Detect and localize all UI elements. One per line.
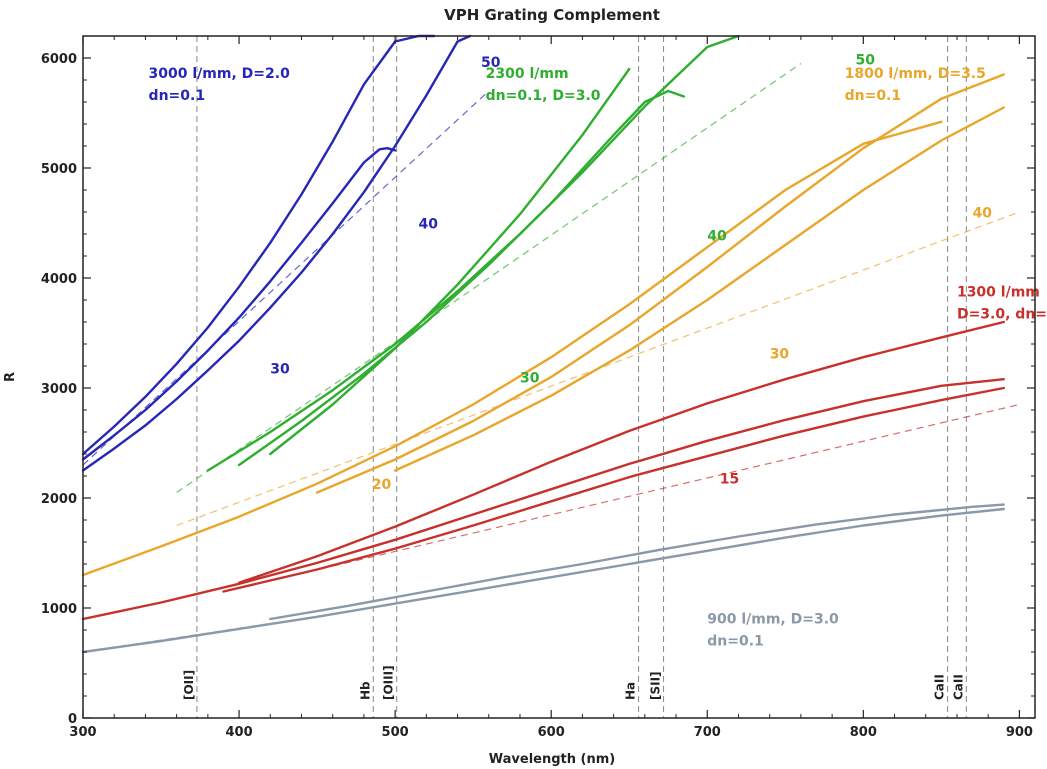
angle-label: 20 <box>372 477 392 493</box>
angle-label: 30 <box>770 346 790 362</box>
x-tick-label: 500 <box>382 725 409 740</box>
angle-label: 30 <box>270 362 290 378</box>
y-tick-label: 0 <box>68 712 77 727</box>
grating-contour-line <box>393 106 1005 472</box>
angle-label: 30 <box>520 371 540 387</box>
angle-label: 40 <box>419 217 439 233</box>
y-tick-label: 2000 <box>41 492 77 507</box>
grating-contour-line <box>81 34 472 472</box>
grating-label-line: dn=0.1 <box>845 88 902 104</box>
grating-contour-line <box>315 73 1005 494</box>
grating-contour-line <box>237 89 686 467</box>
angle-label: 40 <box>707 229 727 245</box>
angle-label: 40 <box>973 206 993 222</box>
dashed-guide-line <box>82 90 490 466</box>
axis-ticks: 300 400 500 600 700 800 900 0 1000 2000 3000 4000 50… <box>41 35 1035 740</box>
grating-label-line: 1300 l/mm <box>957 285 1040 301</box>
reference-line-label: CaII <box>951 674 965 700</box>
grating-label-line: dn=0.1, D=3.0 <box>486 88 601 104</box>
y-tick-label: 6000 <box>41 52 77 67</box>
grating-contour-line <box>81 146 397 461</box>
grating-contour-line <box>237 320 1005 584</box>
y-tick-label: 1000 <box>41 602 77 617</box>
reference-line-label: [SII] <box>649 671 663 700</box>
y-tick-label: 3000 <box>41 382 77 397</box>
x-tick-label: 400 <box>225 725 252 740</box>
y-tick-label: 5000 <box>41 162 77 177</box>
x-tick-label: 300 <box>69 725 96 740</box>
reference-line-label: [OII] <box>182 670 196 700</box>
grating-label-line: dn=0.1 <box>707 633 764 649</box>
grating-label-line: 900 l/mm, D=3.0 <box>707 611 839 627</box>
grating-contour-line <box>81 507 1005 654</box>
grating-contour-line <box>269 67 631 456</box>
dashed-guide-line <box>176 63 802 493</box>
grating-label-line: 1800 l/mm, D=3.5 <box>845 66 986 82</box>
x-tick-label: 600 <box>538 725 565 740</box>
y-axis-label: R <box>3 372 18 382</box>
x-tick-label: 800 <box>850 725 877 740</box>
angle-label: 15 <box>720 472 739 488</box>
grating-label-line: 3000 l/mm, D=2.0 <box>149 66 291 82</box>
angle-label: 50 <box>481 55 501 71</box>
dashed-guide-line <box>238 403 1020 589</box>
grating-contour-line <box>269 503 1005 621</box>
x-tick-label: 700 <box>694 725 721 740</box>
grating-contour-line <box>206 34 740 472</box>
reference-line-label: CaII <box>933 674 947 700</box>
reference-line-label: Hb <box>358 681 372 700</box>
plot-frame <box>82 35 1036 719</box>
grating-contour-line <box>81 120 943 577</box>
series-group <box>81 34 1020 654</box>
reference-line-label: Ha <box>624 682 638 700</box>
angle-label: 50 <box>856 53 876 69</box>
grating-label-line: D=3.0, dn=0.1 <box>957 307 1047 323</box>
grating-contour-line <box>81 34 436 456</box>
reference-line-label: [OIII] <box>382 665 396 700</box>
chart-title: VPH Grating Complement <box>444 6 660 24</box>
grating-label-line: 2300 l/mm <box>486 66 569 82</box>
grating-label-line: dn=0.1 <box>149 88 206 104</box>
y-tick-label: 4000 <box>41 272 77 287</box>
reference-lines: [OII] Hb [OIII] Ha [SII] CaII CaII <box>182 36 967 718</box>
grating-contour-line <box>222 386 1005 593</box>
x-tick-label: 900 <box>1006 725 1033 740</box>
x-axis-label: Wavelength (nm) <box>489 752 615 767</box>
